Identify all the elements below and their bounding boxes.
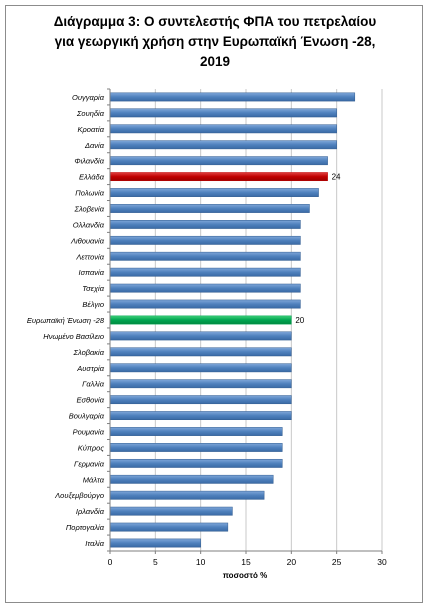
bar (109, 283, 301, 293)
category-label: Γερμανία (74, 459, 105, 468)
category-label: Πορτογαλία (66, 523, 105, 532)
category-label: Αυστρία (76, 364, 104, 373)
bar (109, 235, 301, 245)
category-label: Σλοβακία (72, 348, 104, 357)
bar (109, 267, 301, 277)
bar (109, 92, 356, 102)
category-label: Πολωνία (75, 189, 104, 198)
bar (109, 411, 292, 420)
category-label: Λιθουανία (70, 236, 105, 245)
bar (109, 427, 283, 436)
category-label: Λεττονία (75, 252, 104, 261)
bar (109, 220, 301, 229)
bar (109, 395, 292, 405)
category-label: Φιλανδία (74, 157, 104, 166)
category-label: Μάλτα (83, 475, 105, 484)
bar (109, 347, 292, 357)
bar (109, 251, 301, 261)
bar (109, 538, 201, 548)
bar (109, 315, 292, 325)
bar (109, 108, 337, 118)
bar (109, 522, 229, 532)
x-tick-label: 0 (108, 557, 113, 567)
chart-title-line-3: 2019 (199, 54, 231, 69)
data-label: 24 (332, 173, 341, 182)
bar (109, 363, 292, 373)
category-label: Εσθονία (77, 396, 105, 405)
bar (109, 331, 292, 341)
bars (109, 92, 356, 548)
x-tick-label: 15 (241, 557, 251, 567)
bar (109, 140, 337, 150)
bar (109, 379, 292, 389)
bar (109, 204, 310, 213)
category-label: Ηνωμένο Βασίλειο (43, 332, 104, 341)
category-label: Γαλλία (82, 380, 105, 389)
category-label: Ολλανδία (73, 220, 105, 229)
category-label: Ρουμανία (73, 428, 105, 437)
bar (109, 124, 337, 134)
category-label: Βέλγιο (82, 300, 104, 309)
x-tick-label: 25 (332, 557, 342, 567)
category-label: Σουηδία (76, 109, 105, 118)
category-label: Ιρλανδία (76, 507, 105, 516)
category-label: Ευρωπαϊκή Ένωση -28 (27, 316, 105, 325)
x-tick-label: 30 (377, 557, 387, 567)
chart-title-line-2: για γεωργική χρήση στην Ευρωπαϊκή Ένωση … (54, 34, 376, 49)
category-label: Βουλγαρία (69, 412, 105, 421)
chart-title: Διάγραμμα 3: Ο συντελεστής ΦΠΑ του πετρε… (0, 12, 430, 72)
category-label: Κροατία (78, 125, 105, 134)
data-label: 20 (295, 316, 304, 325)
x-axis-label: ποσοστό % (223, 571, 267, 580)
axes (107, 88, 383, 554)
x-tick-label: 20 (287, 557, 297, 567)
bar (109, 490, 265, 500)
x-tick-label: 10 (196, 557, 206, 567)
category-label: Ελλάδα (79, 173, 105, 182)
bar (109, 443, 283, 452)
category-label: Ιταλία (85, 539, 104, 548)
category-label: Κύπρος (78, 443, 105, 452)
category-label: Δανία (84, 141, 105, 150)
category-label: Ουγγαρία (72, 93, 105, 102)
bar (109, 299, 301, 309)
bar (109, 458, 283, 468)
bar (109, 156, 328, 166)
bar (109, 188, 319, 197)
category-label: Σλοβενία (73, 204, 104, 213)
bar (109, 172, 328, 182)
bar (109, 474, 274, 484)
bar (109, 506, 233, 516)
category-label: Τσεχία (82, 284, 104, 293)
chart-title-line-1: Διάγραμμα 3: Ο συντελεστής ΦΠΑ του πετρε… (53, 14, 377, 29)
labels: 0 5 10 15 20 25 30 Ουγγαρία Σουηδία Κροατία Δανία Φ… (27, 93, 387, 567)
category-label: Ισπανία (79, 268, 105, 277)
category-label: Λουξεμβούργο (54, 491, 104, 500)
x-tick-label: 5 (153, 557, 158, 567)
